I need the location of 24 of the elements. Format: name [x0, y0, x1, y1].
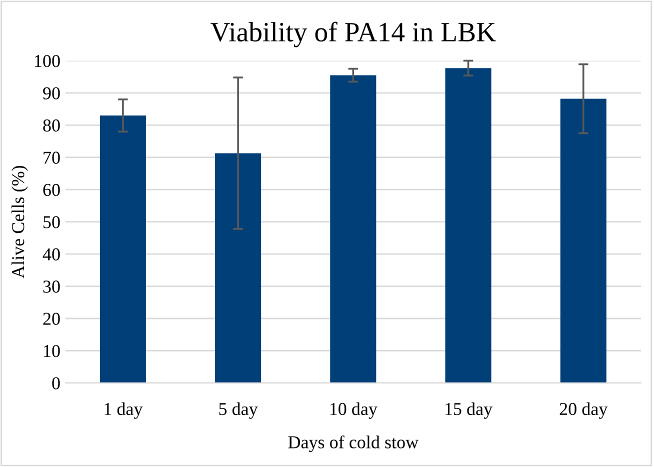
y-tick-label: 90 — [43, 87, 60, 100]
y-tick-label: 0 — [52, 377, 60, 390]
y-axis-title: Alive Cells (%) — [12, 166, 28, 278]
x-tick-label: 10 day — [330, 402, 378, 419]
x-tick-label: 1 day — [104, 402, 143, 419]
y-tick-label: 70 — [44, 152, 60, 164]
y-tick-label: 60 — [43, 184, 60, 196]
y-tick-label: 80 — [43, 119, 60, 132]
y-tick-label: 50 — [44, 216, 60, 228]
y-tick-label: 100 — [35, 54, 60, 68]
x-axis-title: Days of cold stow — [288, 435, 419, 452]
x-tick-label: 15 day — [446, 402, 493, 419]
bar — [100, 115, 146, 383]
y-tick-label: 40 — [42, 248, 60, 260]
bar — [330, 75, 376, 383]
bar — [560, 98, 606, 383]
x-tick-label: 5 day — [219, 402, 258, 419]
y-tick-label: 10 — [44, 344, 60, 358]
bar — [215, 153, 262, 383]
x-tick-label: 20 day — [560, 402, 608, 419]
y-tick-label: 30 — [43, 280, 60, 293]
bar — [445, 68, 492, 383]
chart-title: Viability of PA14 in LBK — [210, 22, 496, 48]
y-tick-label: 20 — [43, 312, 60, 325]
